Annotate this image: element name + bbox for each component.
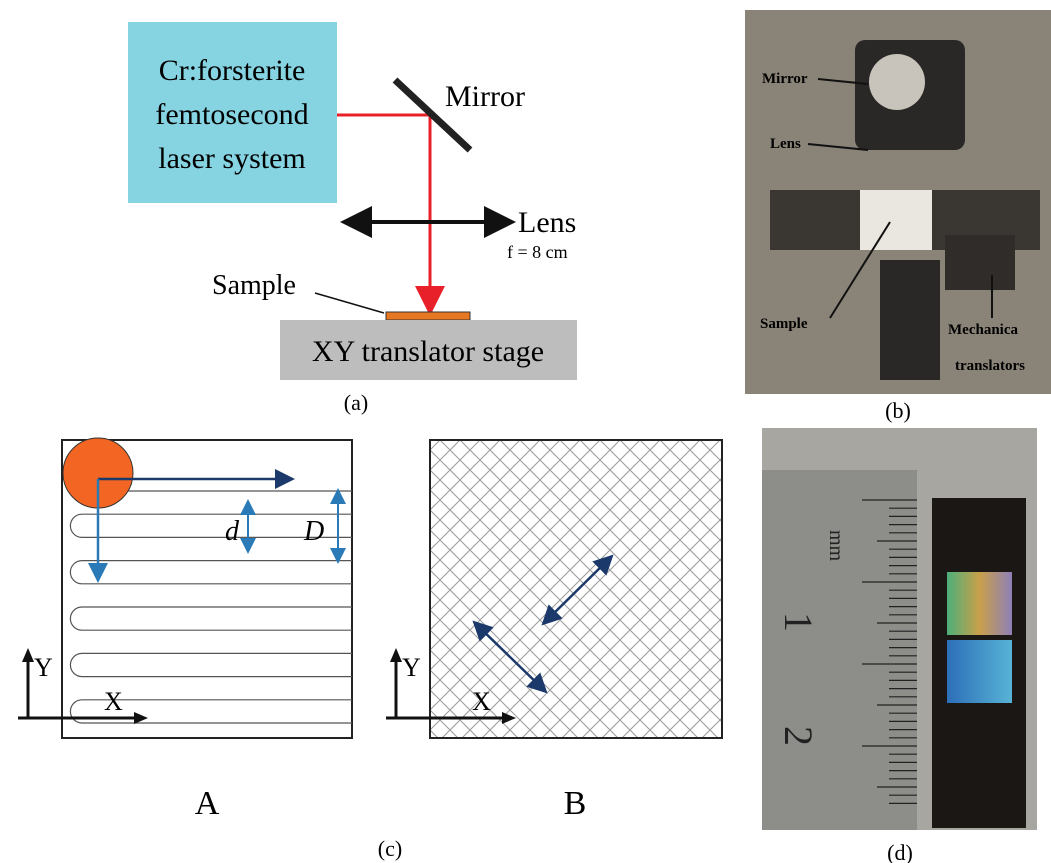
panel-c-b: Y X B (c) [378, 440, 722, 861]
caption: (a) [344, 390, 368, 415]
scan-turn [70, 700, 82, 723]
panel-d: mm 1 2 (d) [762, 428, 1037, 863]
scan-turn [70, 514, 82, 537]
photo-label: Lens [770, 136, 801, 152]
d-label: d [225, 516, 240, 547]
caption: (c) [378, 836, 402, 861]
axis-label: X [104, 687, 123, 716]
photo-label: Mechanica [948, 322, 1018, 338]
sample-label: Sample [212, 270, 296, 301]
photo-part [869, 54, 925, 110]
photo-part [860, 190, 932, 250]
caption: (d) [887, 840, 913, 863]
panel-label: B [564, 785, 587, 822]
ruler-unit: mm [825, 530, 847, 562]
pointer [315, 293, 384, 313]
panel-b: Mirror Lens Sample Mechanica translators… [745, 10, 1051, 423]
laser-text: Cr:forsterite [159, 54, 306, 87]
laser-text: femtosecond [155, 98, 308, 131]
axis-label: Y [402, 653, 421, 682]
panel-a: Cr:forsterite femtosecond laser system M… [128, 22, 577, 415]
photo-label: translators [955, 358, 1025, 374]
grating [947, 640, 1012, 703]
scan-turn [70, 653, 82, 676]
laser-text: laser system [158, 142, 305, 175]
grating [947, 572, 1012, 635]
beam [337, 115, 430, 310]
figure: Cr:forsterite femtosecond laser system M… [0, 0, 1051, 863]
sample [386, 312, 470, 320]
focal-label: f = 8 cm [507, 242, 568, 262]
scan-turn [70, 607, 82, 630]
ruler-mark: 2 [776, 726, 821, 746]
D-label: D [303, 516, 324, 547]
mirror-label: Mirror [445, 80, 525, 113]
caption: (b) [885, 398, 911, 423]
ruler-mark: 1 [776, 612, 821, 632]
panel-label: A [195, 785, 220, 822]
photo-part [880, 260, 940, 380]
photo-label: Sample [760, 316, 808, 332]
panel-c-a: d D Y X A [18, 438, 352, 822]
photo-part [945, 235, 1015, 290]
axis-label: X [472, 687, 491, 716]
lens-label: Lens [518, 206, 576, 239]
scan-turn [70, 561, 82, 584]
axis-label: Y [34, 653, 53, 682]
stage-label: XY translator stage [312, 335, 544, 368]
photo-label: Mirror [762, 71, 808, 87]
